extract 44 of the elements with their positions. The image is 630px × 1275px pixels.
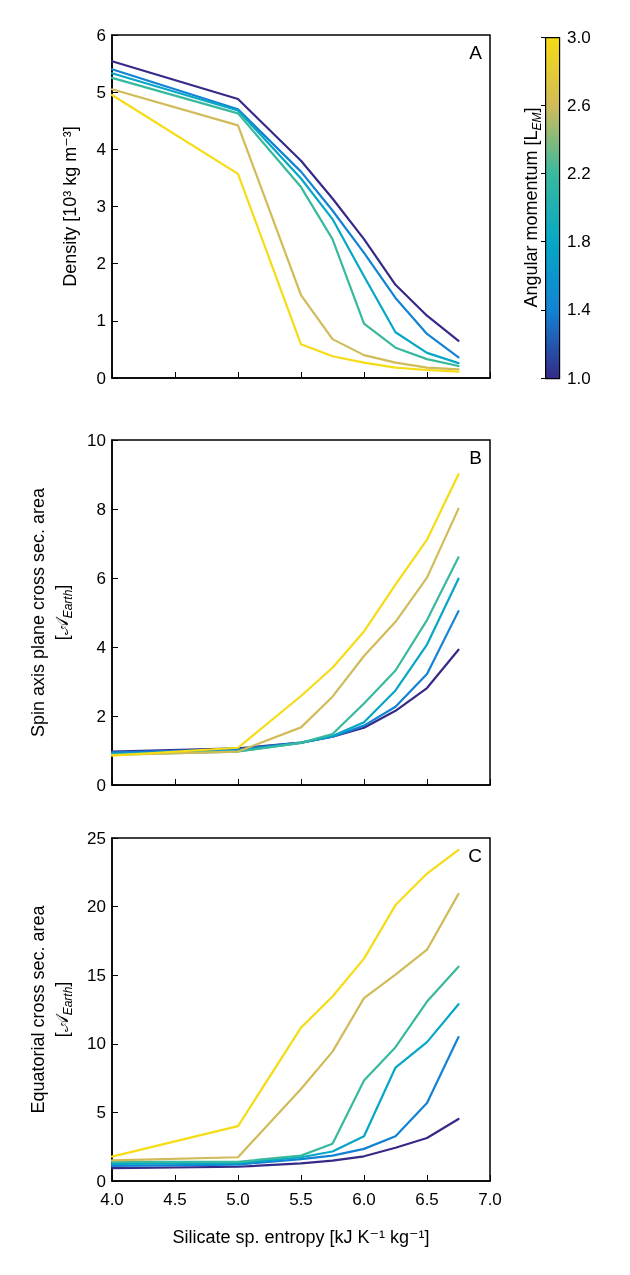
line-series (110, 1035, 460, 1168)
annotation: B (469, 447, 482, 468)
x-tick-label: 6.5 (415, 1190, 439, 1209)
y-tick-label: 15 (87, 965, 106, 985)
color-bar-label: 1.4 (567, 300, 591, 320)
y-tick-label: 2 (96, 254, 106, 274)
x-axis-title: Silicate sp. entropy [kJ K⁻¹ kg⁻¹] (172, 1227, 430, 1247)
x-tick-label: 4.0 (100, 1190, 124, 1209)
y-tick-label: 3 (96, 197, 106, 216)
y-tick-label: 5 (96, 82, 106, 102)
y-tick-label: 1 (96, 311, 106, 331)
y-tick-label: 4 (96, 637, 106, 657)
y-tick-label: 20 (87, 897, 106, 917)
y-tick-label: 10 (87, 1034, 106, 1054)
annotation: C (468, 845, 482, 866)
y-axis-title: Density [10³ kg m⁻³] (60, 126, 80, 287)
color-bar-label: 1.0 (567, 368, 591, 388)
y-tick-label: 6 (96, 25, 106, 45)
line-series (110, 610, 460, 754)
x-tick-label: 4.5 (163, 1190, 187, 1209)
color-bar-label: 2.6 (567, 95, 591, 115)
color-bar-label: 1.8 (567, 232, 591, 252)
line-series (110, 965, 460, 1163)
line-series (110, 1003, 460, 1165)
y-tick-label: 0 (96, 368, 106, 388)
y-tick-label: 0 (96, 1171, 106, 1191)
line-series (110, 892, 460, 1162)
x-tick-label: 5.0 (226, 1190, 250, 1209)
y-tick-label: 6 (96, 568, 106, 588)
y-tick-label: 25 (87, 828, 106, 848)
x-tick-label: 5.5 (289, 1190, 313, 1209)
y-tick-label: 4 (96, 139, 106, 159)
annotation: A (469, 42, 483, 63)
line-series (110, 1117, 460, 1170)
color-bar-label: 3.0 (567, 27, 591, 47)
x-tick-label: 7.0 (478, 1190, 502, 1209)
x-tick-label: 6.0 (352, 1190, 376, 1209)
line-series (110, 848, 460, 1158)
y-tick-label: 2 (96, 706, 106, 726)
y-tick-label: 10 (87, 430, 106, 450)
y-tick-label: 0 (96, 775, 106, 795)
y-tick-label: 5 (96, 1102, 106, 1122)
y-tick-label: 8 (96, 499, 106, 519)
color-bar-label: 2.2 (567, 163, 591, 183)
